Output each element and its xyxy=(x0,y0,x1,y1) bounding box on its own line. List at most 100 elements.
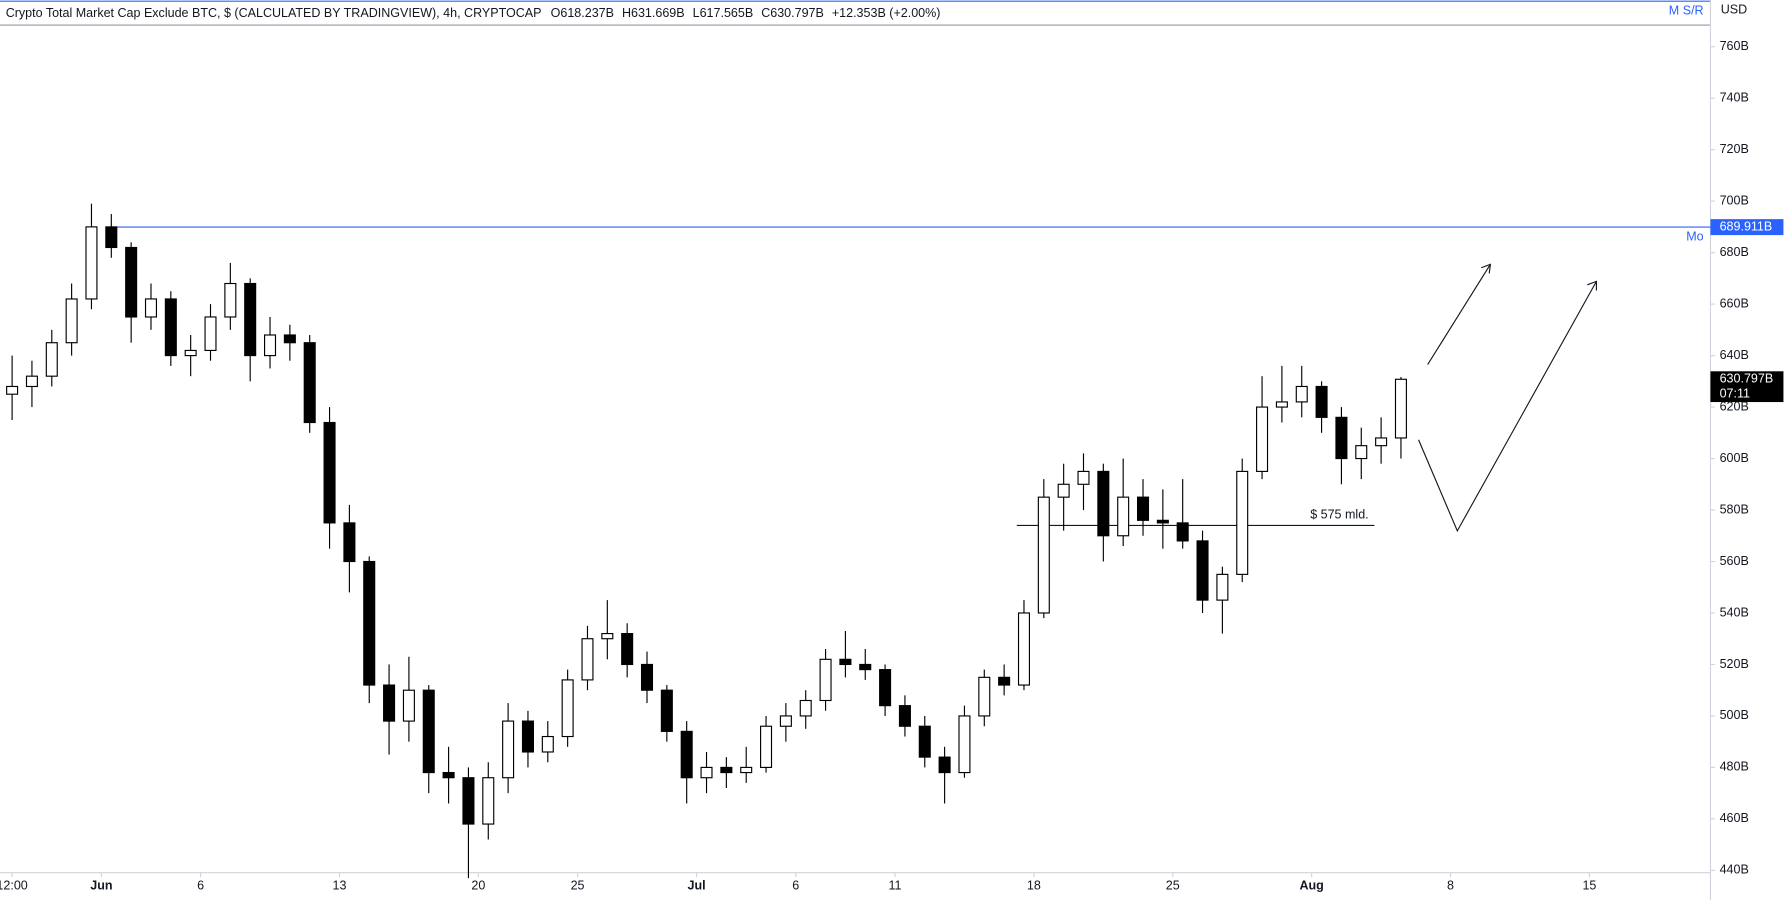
candle xyxy=(144,283,158,330)
candle-body xyxy=(1196,540,1209,601)
candle xyxy=(799,690,812,729)
y-tick-label: 440B xyxy=(1720,863,1749,877)
candle-body xyxy=(700,766,713,779)
candle xyxy=(1156,489,1169,549)
candle-body xyxy=(561,679,574,738)
candle-body xyxy=(640,663,654,691)
candle-body xyxy=(879,669,892,707)
candle-body xyxy=(502,720,515,779)
candle xyxy=(164,291,177,366)
candle xyxy=(1196,530,1209,613)
y-tick-label: 740B xyxy=(1720,91,1749,105)
x-tick-label: 20 xyxy=(471,879,485,893)
y-tick-label: 600B xyxy=(1720,451,1749,465)
candle-body xyxy=(1236,470,1249,575)
candle xyxy=(323,407,336,549)
ohlc-value: L617.565B xyxy=(693,6,754,20)
candle xyxy=(521,710,534,768)
candle-body xyxy=(1315,385,1328,418)
candle-body xyxy=(1355,445,1368,460)
level-label: 689.911B xyxy=(1720,219,1773,233)
drawn-arrows xyxy=(1418,263,1597,533)
candle xyxy=(640,651,654,704)
candle-body xyxy=(1275,401,1288,408)
candle xyxy=(561,669,574,747)
candle xyxy=(978,669,991,727)
candle xyxy=(938,746,951,804)
y-tick-label: 520B xyxy=(1720,657,1749,671)
candle-body xyxy=(541,735,554,753)
candle-body xyxy=(283,334,296,344)
candle-body xyxy=(184,349,197,357)
candle xyxy=(125,242,138,343)
candle-body xyxy=(799,699,812,717)
y-tick-label: 580B xyxy=(1720,502,1749,516)
level-name: Mo xyxy=(1686,230,1703,244)
y-tick-label: 480B xyxy=(1720,760,1749,774)
candle xyxy=(998,664,1011,696)
candle-body xyxy=(621,633,634,666)
candle xyxy=(1216,566,1229,634)
candle xyxy=(105,214,118,258)
candle-body xyxy=(1057,483,1070,498)
candle xyxy=(1275,365,1288,423)
candle xyxy=(402,656,415,742)
candle-body xyxy=(1136,496,1150,521)
y-tick-label: 560B xyxy=(1720,554,1749,568)
candle-body xyxy=(343,522,356,563)
candle-body xyxy=(680,730,693,779)
candle-body xyxy=(978,676,991,717)
candle xyxy=(1176,479,1189,549)
y-tick-label: 700B xyxy=(1720,193,1749,207)
candle-body xyxy=(1037,496,1050,614)
candle-body xyxy=(462,777,475,825)
x-tick-label: 6 xyxy=(197,879,204,893)
candle-body xyxy=(859,663,872,671)
candle xyxy=(1057,463,1070,531)
candle-body xyxy=(1335,416,1348,460)
candle-body xyxy=(1295,385,1308,403)
candle xyxy=(621,623,634,678)
y-tick-label: 640B xyxy=(1720,348,1749,362)
candle xyxy=(1236,458,1249,583)
candle xyxy=(680,721,693,804)
candle xyxy=(839,631,852,678)
candle-body xyxy=(6,385,19,395)
candle xyxy=(343,504,356,593)
candle xyxy=(482,762,495,840)
candle-body xyxy=(660,689,673,732)
candle xyxy=(363,556,376,704)
candle-body xyxy=(1017,612,1031,686)
x-tick-label: 15 xyxy=(1582,879,1596,893)
candle xyxy=(581,625,594,691)
candle-body xyxy=(125,246,138,318)
x-tick-label: Aug xyxy=(1299,879,1323,893)
candle xyxy=(898,695,911,737)
arrow-line xyxy=(1418,281,1597,533)
x-tick-label: 12:00 xyxy=(0,879,28,893)
candle xyxy=(700,751,713,794)
candle xyxy=(244,278,257,382)
candle-body xyxy=(264,334,277,357)
candle xyxy=(65,283,78,356)
candle-body xyxy=(839,658,852,666)
x-tick-label: 25 xyxy=(571,879,585,893)
candle xyxy=(541,721,554,763)
ohlc-value: C630.797B xyxy=(761,6,824,20)
candle-body xyxy=(819,658,832,702)
candle xyxy=(1355,427,1368,480)
candle-body xyxy=(601,633,614,640)
ohlc-value: +12.353B (+2.00%) xyxy=(832,6,941,20)
y-tick-label: 680B xyxy=(1720,245,1749,259)
candle xyxy=(1375,417,1388,464)
support-text: $ 575 mld. xyxy=(1310,508,1368,522)
candle-body xyxy=(1394,378,1407,439)
candle xyxy=(660,685,673,742)
y-tick-label: 540B xyxy=(1720,605,1749,619)
candle xyxy=(760,715,773,773)
candle xyxy=(819,649,832,711)
candle xyxy=(1117,458,1130,547)
x-tick-label: 11 xyxy=(889,879,902,893)
x-tick-label: 18 xyxy=(1027,879,1041,893)
